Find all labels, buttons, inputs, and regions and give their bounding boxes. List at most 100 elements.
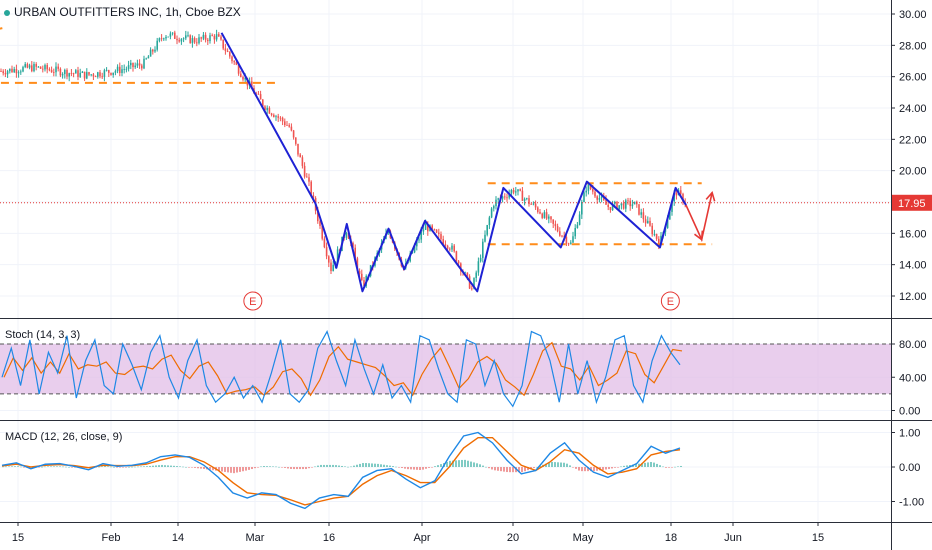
candle-body	[561, 235, 563, 237]
macd-histogram-bar	[125, 467, 127, 468]
macd-histogram-bar	[176, 466, 178, 467]
time-axis-label: 15	[812, 532, 824, 544]
arrow-head	[705, 190, 716, 202]
macd-histogram-bar	[272, 466, 274, 468]
candle-body	[0, 71, 2, 72]
candle-body	[163, 38, 165, 40]
candle-body	[264, 106, 266, 111]
candle-body	[585, 190, 587, 193]
macd-histogram-bar	[608, 467, 610, 470]
time-axis-label: 18	[665, 532, 677, 544]
macd-histogram-bar	[38, 467, 40, 468]
candle-body	[466, 272, 469, 277]
candle-body	[174, 32, 176, 39]
price-axis-label: 26.00	[899, 72, 927, 84]
candle-body	[61, 74, 64, 76]
candle-body	[152, 49, 154, 52]
candle-body	[488, 217, 491, 226]
candle-body	[130, 62, 132, 66]
macd-histogram-bar	[389, 465, 391, 467]
trendline-stub	[0, 27, 3, 30]
macd-histogram-bar	[476, 463, 478, 467]
candle-body	[336, 249, 339, 262]
candle-body	[105, 70, 108, 71]
candle-body	[512, 190, 515, 193]
macd-histogram-bar	[425, 467, 427, 469]
candle-body	[237, 64, 240, 74]
candle-body	[4, 73, 7, 75]
macd-histogram-bar	[404, 467, 406, 469]
macd-histogram-bar	[203, 467, 205, 469]
macd-histogram-bar	[17, 466, 19, 467]
macd-histogram-bar	[242, 467, 244, 472]
candle-body	[64, 69, 66, 75]
macd-histogram-bar	[194, 467, 196, 468]
price-axis-label: 28.00	[899, 40, 927, 52]
candle-body	[655, 234, 658, 239]
macd-histogram-bar	[113, 466, 115, 468]
macd-histogram-bar	[368, 463, 370, 467]
macd-histogram-bar	[446, 461, 448, 467]
candle-body	[26, 64, 29, 68]
macd-histogram-bar	[365, 463, 367, 467]
candle-body	[187, 35, 189, 37]
candle-body	[420, 231, 422, 240]
macd-histogram-bar	[671, 467, 673, 468]
last-price-label: 17.95	[898, 198, 926, 210]
price-axis-label: 20.00	[899, 166, 927, 178]
candle-body	[292, 130, 295, 138]
candle-body	[198, 37, 200, 44]
candle-body	[609, 206, 612, 211]
candle-body	[622, 203, 625, 209]
candle-body	[66, 69, 68, 77]
candle-body	[570, 242, 572, 244]
candle-body	[81, 71, 84, 73]
macd-axis-label: 1.00	[899, 428, 920, 440]
candle-body	[222, 39, 224, 49]
candle-body	[55, 66, 57, 73]
stoch-legend-label[interactable]: Stoch (14, 3, 3)	[5, 329, 81, 341]
candle-body	[592, 189, 594, 192]
macd-histogram-bar	[554, 462, 556, 467]
candle-body	[669, 211, 671, 220]
macd-histogram-bar	[644, 462, 646, 467]
macd-histogram-bar	[164, 465, 166, 467]
macd-histogram-bar	[20, 466, 22, 468]
macd-histogram-bar	[8, 466, 10, 468]
macd-histogram-bar	[161, 464, 163, 467]
macd-histogram-bar	[185, 466, 187, 468]
macd-histogram-bar	[236, 467, 238, 473]
macd-histogram-bar	[674, 466, 676, 468]
macd-histogram-bar	[665, 467, 667, 468]
candle-body	[57, 66, 59, 69]
candle-body	[598, 198, 601, 200]
candle-body	[24, 64, 26, 68]
macd-legend-label[interactable]: MACD (12, 26, close, 9)	[5, 431, 123, 443]
candle-body	[125, 68, 128, 70]
candle-body	[653, 234, 656, 235]
candle-body	[143, 58, 145, 69]
candle-body	[638, 204, 640, 215]
macd-histogram-bar	[314, 466, 316, 468]
macd-histogram-bar	[587, 467, 589, 472]
candle-body	[229, 51, 231, 57]
market-status-icon	[4, 9, 10, 16]
macd-histogram-bar	[557, 462, 559, 467]
macd-histogram-bar	[14, 466, 16, 467]
macd-histogram-bar	[287, 467, 289, 469]
price-axis-label: 24.00	[899, 103, 927, 115]
macd-histogram-bar	[626, 465, 628, 467]
candle-body	[576, 224, 579, 229]
candle-body	[266, 107, 268, 111]
macd-histogram-bar	[347, 466, 349, 468]
macd-histogram-bar	[362, 463, 364, 467]
candle-body	[578, 214, 581, 225]
time-axis-label: 20	[507, 532, 519, 544]
macd-histogram-bar	[680, 465, 682, 467]
candle-body	[440, 234, 442, 240]
candle-body	[444, 244, 447, 246]
candle-body	[682, 193, 684, 203]
grid-lines	[0, 0, 891, 522]
macd-histogram-bar	[260, 466, 262, 468]
